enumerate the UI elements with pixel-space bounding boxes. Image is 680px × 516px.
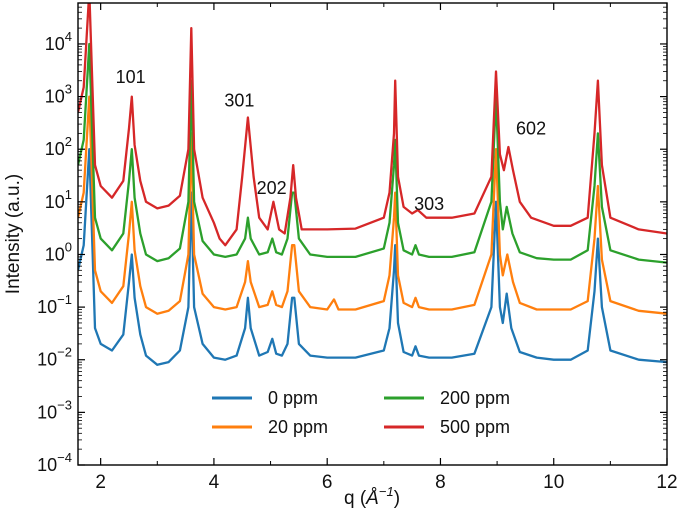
y-tick-label: 100 [45, 239, 72, 264]
x-axis-label: q (Å−1) [344, 484, 400, 509]
y-tick-label: 10−1 [37, 292, 72, 317]
x-tick-label: 6 [322, 472, 333, 493]
peak-label: 101 [116, 67, 146, 87]
y-tick-label: 104 [45, 29, 72, 54]
series-line-2 [78, 42, 667, 264]
y-tick-label: 103 [45, 82, 72, 107]
series-line-3 [78, 3, 667, 247]
legend: 0 ppm 200 ppm 20 ppm 500 ppm [212, 388, 510, 437]
ticks-layer: 2 4 6 8 10 12 10−4 10−3 10−2 10−1 100 101 102 103 104 [37, 2, 678, 493]
y-tick-label: 10−4 [37, 450, 72, 475]
y-axis-label: Intensity (a.u.) [3, 174, 24, 294]
peak-label: 602 [516, 119, 546, 139]
y-tick-label: 10−2 [37, 345, 72, 370]
legend-label: 0 ppm [268, 388, 318, 408]
y-tick-label: 102 [45, 134, 72, 159]
series-line-1 [78, 95, 667, 315]
y-tick-label: 10−3 [37, 397, 72, 422]
legend-label: 20 ppm [268, 417, 328, 437]
legend-label: 200 ppm [440, 388, 510, 408]
x-tick-label: 12 [656, 472, 677, 493]
plot-frame [77, 2, 668, 466]
x-tick-label: 10 [543, 472, 564, 493]
x-tick-label: 4 [209, 472, 220, 493]
series-line-0 [78, 148, 667, 366]
series-layer [78, 3, 667, 366]
x-tick-label: 8 [435, 472, 446, 493]
peak-label: 301 [224, 90, 254, 110]
legend-label: 500 ppm [440, 417, 510, 437]
peak-label: 303 [414, 194, 444, 214]
peak-label: 202 [257, 178, 287, 198]
x-tick-label: 2 [95, 472, 106, 493]
annotation-layer: 101 301 202 303 602 [116, 67, 546, 214]
y-tick-label: 101 [45, 187, 72, 212]
